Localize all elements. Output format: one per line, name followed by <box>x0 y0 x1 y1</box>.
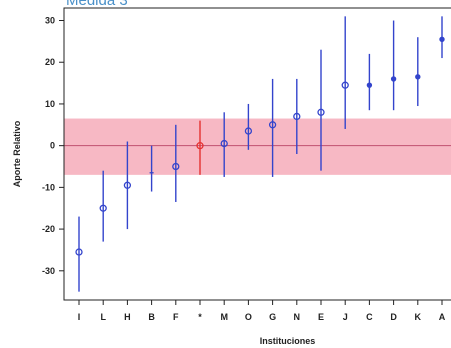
point-marker <box>75 248 83 256</box>
point-marker <box>317 108 325 116</box>
x-tick-label: O <box>245 312 252 322</box>
x-tick-label: * <box>198 312 202 322</box>
x-tick-label: F <box>173 312 179 322</box>
y-tick-label: -10 <box>42 182 55 192</box>
point-marker <box>172 162 180 171</box>
y-tick-label: 10 <box>45 99 55 109</box>
point-marker <box>341 81 349 89</box>
chart-header-title: Medida 3 <box>66 0 128 9</box>
plot-area-frame <box>63 7 451 301</box>
x-tick-label: C <box>366 312 373 322</box>
x-tick-label: E <box>318 312 324 322</box>
point-marker <box>415 74 421 80</box>
reference-band <box>64 118 451 175</box>
x-tick-label: I <box>78 312 81 322</box>
point-marker <box>366 82 373 88</box>
x-tick-label: M <box>220 312 228 322</box>
point-marker <box>390 76 397 82</box>
x-tick-label: L <box>100 312 106 322</box>
x-tick-label: K <box>415 312 422 322</box>
y-axis-label: Aporte Relativo <box>12 120 22 187</box>
y-tick-label: -20 <box>42 224 55 234</box>
x-tick-label: B <box>148 312 155 322</box>
y-tick-label: 20 <box>45 57 55 67</box>
y-axis: -30 -20 -10 0 10 20 30 <box>42 16 64 276</box>
x-tick-label: G <box>269 312 276 322</box>
y-tick-label: 0 <box>50 141 55 151</box>
x-tick-label: D <box>390 312 397 322</box>
x-axis: I L H B F * M O G N E J C D K A <box>78 300 446 322</box>
x-tick-label: J <box>343 312 348 322</box>
x-axis-label: Instituciones <box>260 336 316 346</box>
x-tick-label: N <box>294 312 301 322</box>
point-marker <box>220 139 228 148</box>
y-tick-label: 30 <box>45 16 55 26</box>
x-tick-label: A <box>439 312 446 322</box>
point-marker <box>439 36 445 42</box>
y-tick-label: -30 <box>42 266 55 276</box>
point-marker <box>99 204 107 212</box>
point-marker <box>268 121 277 129</box>
point-marker <box>123 181 132 189</box>
point-marker <box>196 142 204 150</box>
x-tick-label: H <box>124 312 131 322</box>
markers-group <box>75 36 445 256</box>
point-marker <box>293 112 301 121</box>
point-marker <box>244 127 253 135</box>
